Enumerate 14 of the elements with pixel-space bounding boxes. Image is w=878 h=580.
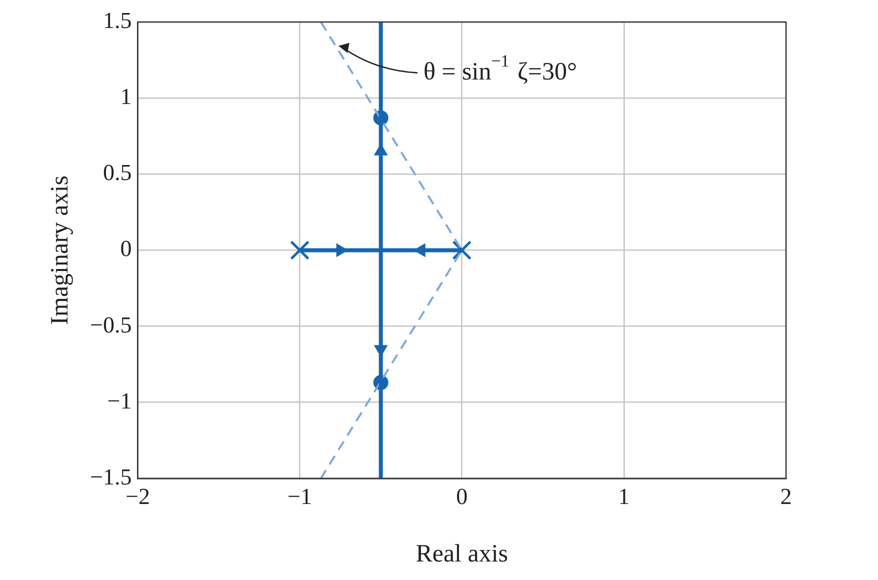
x-tick-label: 0 — [456, 484, 468, 510]
y-tick-label: −0.5 — [90, 312, 132, 338]
x-tick-label: −1 — [288, 484, 312, 510]
y-axis-title: Imaginary axis — [46, 176, 74, 325]
y-tick-label: 1.5 — [102, 8, 132, 34]
y-tick-label: −1 — [107, 388, 132, 414]
y-tick-label: 1 — [120, 84, 132, 110]
x-tick-label: 2 — [780, 484, 792, 510]
y-tick-label: 0 — [120, 236, 132, 262]
point — [452, 240, 472, 260]
x-axis-title: Real axis — [416, 540, 508, 568]
point — [290, 240, 310, 260]
x-tick-label: 1 — [618, 484, 630, 510]
y-tick-label: 0.5 — [102, 160, 132, 186]
